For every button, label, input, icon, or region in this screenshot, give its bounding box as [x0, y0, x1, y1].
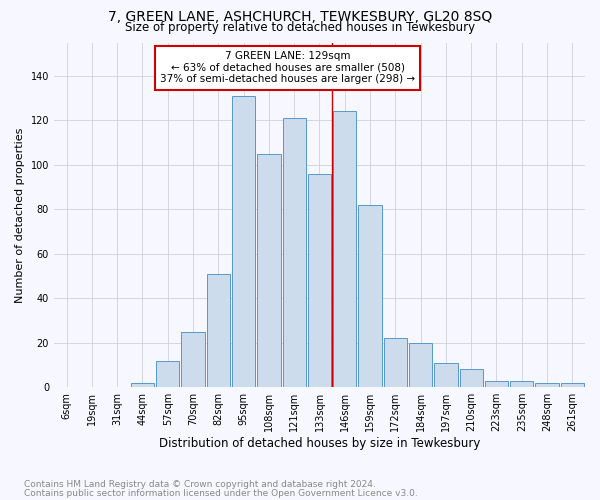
Text: Size of property relative to detached houses in Tewkesbury: Size of property relative to detached ho… [125, 21, 475, 34]
Bar [308, 174, 331, 387]
Bar [156, 360, 179, 387]
Bar [232, 96, 255, 387]
Bar [460, 370, 483, 387]
Text: Contains public sector information licensed under the Open Government Licence v3: Contains public sector information licen… [24, 488, 418, 498]
Bar [257, 154, 281, 387]
Y-axis label: Number of detached properties: Number of detached properties [15, 127, 25, 302]
Bar [434, 362, 458, 387]
Bar [383, 338, 407, 387]
Bar [333, 112, 356, 387]
Bar [181, 332, 205, 387]
X-axis label: Distribution of detached houses by size in Tewkesbury: Distribution of detached houses by size … [159, 437, 480, 450]
Bar [283, 118, 306, 387]
Bar [535, 383, 559, 387]
Bar [206, 274, 230, 387]
Text: Contains HM Land Registry data © Crown copyright and database right 2024.: Contains HM Land Registry data © Crown c… [24, 480, 376, 489]
Bar [561, 383, 584, 387]
Bar [131, 383, 154, 387]
Text: 7, GREEN LANE, ASHCHURCH, TEWKESBURY, GL20 8SQ: 7, GREEN LANE, ASHCHURCH, TEWKESBURY, GL… [108, 10, 492, 24]
Bar [510, 380, 533, 387]
Bar [358, 205, 382, 387]
Text: 7 GREEN LANE: 129sqm
← 63% of detached houses are smaller (508)
37% of semi-deta: 7 GREEN LANE: 129sqm ← 63% of detached h… [160, 51, 415, 84]
Bar [409, 342, 432, 387]
Bar [485, 380, 508, 387]
